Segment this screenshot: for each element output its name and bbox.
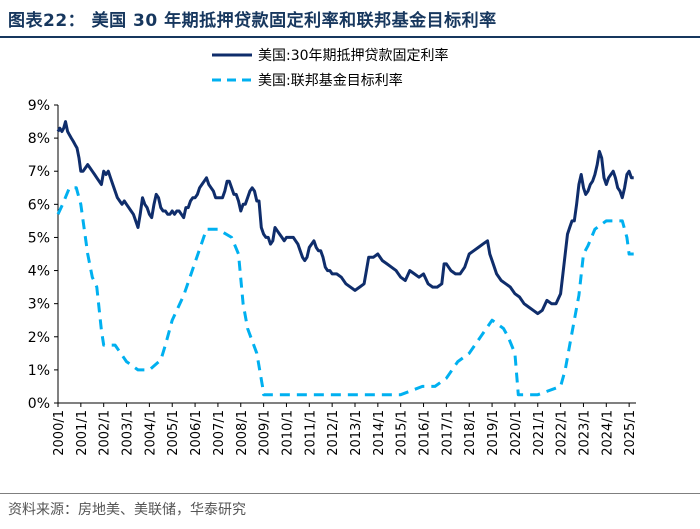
x-tick-label: 2013/1 xyxy=(349,410,364,456)
source-divider xyxy=(0,493,700,494)
x-tick-label: 2010/1 xyxy=(280,410,295,456)
title-divider xyxy=(0,36,700,38)
y-tick-label: 7% xyxy=(28,164,50,180)
x-tick-label: 2020/1 xyxy=(509,410,524,456)
y-tick-label: 9% xyxy=(28,98,50,114)
axes: 0% 1% 2% 3% 4% 5% 6% 7% 8% 9% 2000/1 2001/1 2002/1 20… xyxy=(28,98,638,456)
x-tick-label: 2014/1 xyxy=(372,410,387,456)
x-tick-label: 2024/1 xyxy=(600,410,615,456)
x-tick-label: 2005/1 xyxy=(166,410,181,456)
x-tick-label: 2018/1 xyxy=(463,410,478,456)
x-tick-label: 2006/1 xyxy=(189,410,204,456)
y-tick-label: 3% xyxy=(28,297,50,313)
series-line-mortgage-rate xyxy=(56,120,634,316)
x-tick-label: 2008/1 xyxy=(235,410,250,456)
y-tick-label: 1% xyxy=(28,363,50,379)
y-tick-label: 5% xyxy=(28,230,50,246)
x-tick-label: 2007/1 xyxy=(212,410,227,456)
x-tick-label: 2023/1 xyxy=(577,410,592,456)
x-tick-label: 2009/1 xyxy=(258,410,273,456)
x-tick-label: 2021/1 xyxy=(532,410,547,456)
series-line-fed-funds-rate xyxy=(56,186,634,397)
y-tick-label: 8% xyxy=(28,131,50,147)
y-tick-label: 4% xyxy=(28,264,50,280)
legend-label-fedfunds: 美国:联邦基金目标利率 xyxy=(258,72,403,89)
legend-label-mortgage: 美国:30年期抵押贷款固定利率 xyxy=(258,47,449,64)
x-tick-label: 2016/1 xyxy=(418,410,433,456)
x-tick-label: 2022/1 xyxy=(555,410,570,456)
x-tick-label: 2011/1 xyxy=(303,410,318,456)
y-tick-label: 6% xyxy=(28,197,50,213)
x-tick-label: 2001/1 xyxy=(75,410,90,456)
y-tick-label: 0% xyxy=(28,396,50,412)
y-tick-label: 2% xyxy=(28,330,50,346)
series-layer xyxy=(56,120,634,397)
x-tick-label: 2019/1 xyxy=(486,410,501,456)
source-note: 资料来源：房地美、美联储，华泰研究 xyxy=(8,502,246,518)
x-tick-label: 2000/1 xyxy=(52,410,67,456)
x-tick-label: 2012/1 xyxy=(326,410,341,456)
x-tick-label: 2002/1 xyxy=(98,410,113,456)
x-tick-label: 2003/1 xyxy=(121,410,136,456)
chart-title: 图表22： 美国 30 年期抵押贷款固定利率和联邦基金目标利率 xyxy=(8,11,497,31)
x-tick-label: 2025/1 xyxy=(623,410,638,456)
legend: 美国:30年期抵押贷款固定利率 美国:联邦基金目标利率 xyxy=(212,47,449,89)
x-tick-label: 2015/1 xyxy=(395,410,410,456)
x-tick-label: 2004/1 xyxy=(143,410,158,456)
x-tick-label: 2017/1 xyxy=(440,410,455,456)
